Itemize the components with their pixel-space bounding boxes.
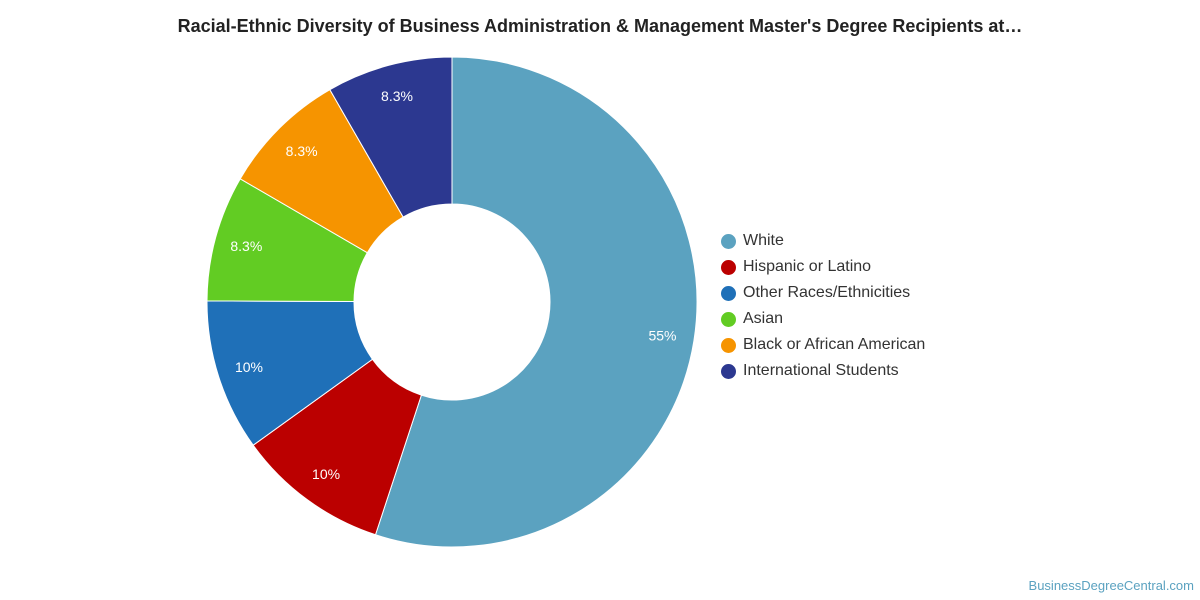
legend-swatch [721,311,736,327]
slice-value-label: 8.3% [381,88,413,104]
slice-value-label: 8.3% [230,238,262,254]
legend-item[interactable]: International Students [721,358,925,384]
legend-label: Black or African American [743,336,926,353]
legend-item[interactable]: White [721,228,925,254]
slice-international-students[interactable] [329,56,453,218]
chart-title: Racial-Ethnic Diversity of Business Admi… [177,16,1023,36]
legend-swatch [721,363,736,379]
slice-value-label: 55% [648,328,676,344]
legend-swatch [721,233,736,249]
legend-item[interactable]: Black or African American [721,332,925,358]
legend-label: White [743,232,784,249]
legend-swatch [721,259,736,275]
chart-legend: White Hispanic or Latino Other Races/Ethni… [721,228,925,384]
slice-value-label: 8.3% [286,143,318,159]
legend-item[interactable]: Hispanic or Latino [721,254,925,280]
legend-label: Asian [743,310,784,327]
legend-label: Hispanic or Latino [743,258,872,275]
legend-swatch [721,285,736,301]
legend-label: Other Races/Ethnicities [743,284,911,301]
slice-value-label: 10% [235,359,263,375]
source-credit[interactable]: BusinessDegreeCentral.com [1028,578,1194,593]
legend-item[interactable]: Asian [721,306,925,332]
slice-white[interactable] [374,56,698,548]
legend-swatch [721,337,736,353]
slice-value-label: 10% [312,466,340,482]
legend-label: International Students [743,362,899,379]
legend-item[interactable]: Other Races/Ethnicities [721,280,925,306]
